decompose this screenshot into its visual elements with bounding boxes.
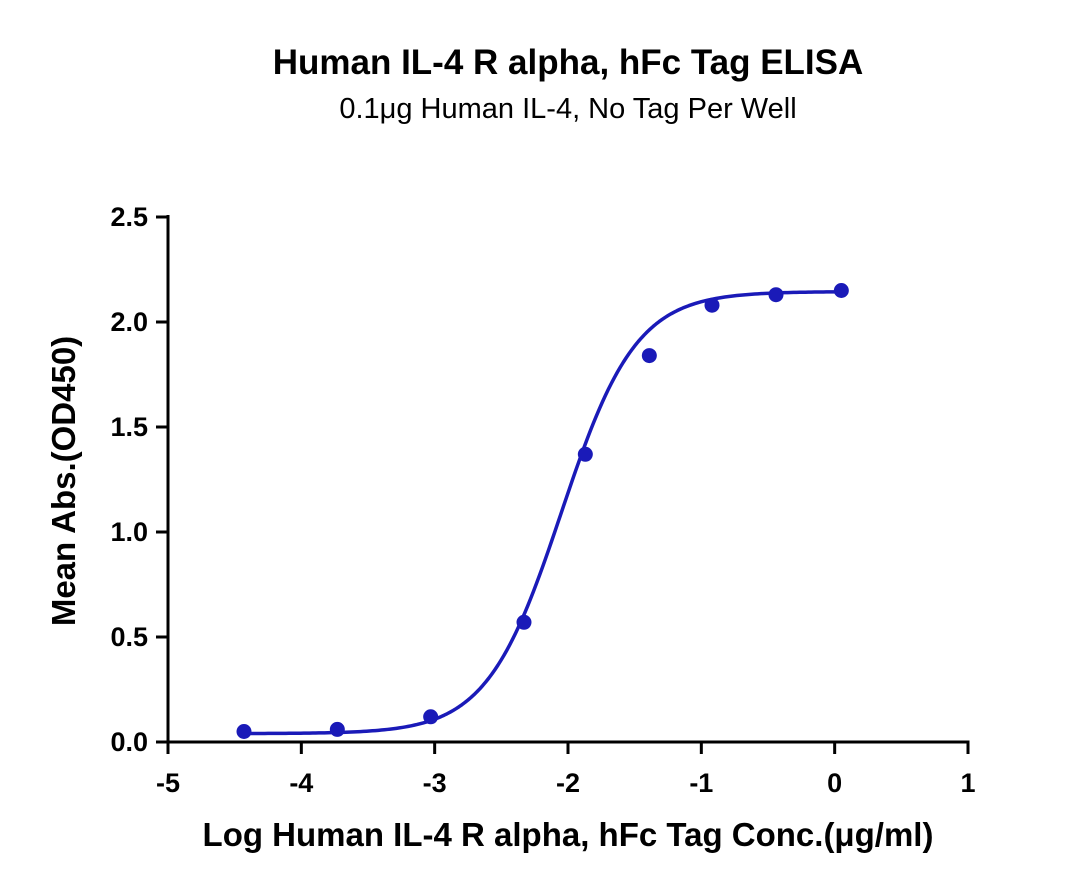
y-tick-label: 2.0 bbox=[110, 307, 148, 337]
y-tick-label: 1.0 bbox=[110, 517, 148, 547]
data-point bbox=[516, 614, 532, 630]
x-tick-label: -5 bbox=[156, 768, 180, 798]
plot-area bbox=[236, 283, 849, 739]
data-point bbox=[704, 297, 720, 313]
data-point bbox=[329, 721, 345, 737]
data-point bbox=[236, 724, 252, 739]
data-point bbox=[768, 287, 784, 303]
x-tick-label: -4 bbox=[289, 768, 313, 798]
data-point bbox=[423, 709, 439, 725]
fit-curve bbox=[243, 290, 842, 736]
x-tick-label: -2 bbox=[556, 768, 580, 798]
data-point bbox=[641, 348, 657, 364]
data-point bbox=[577, 446, 593, 462]
y-tick-label: 1.5 bbox=[110, 412, 148, 442]
x-axis-label: Log Human IL-4 R alpha, hFc Tag Conc.(μg… bbox=[203, 816, 934, 853]
chart-subtitle: 0.1μg Human IL-4, No Tag Per Well bbox=[339, 93, 796, 125]
x-axis: -5 -4 -3 -2 -1 0 1 bbox=[156, 740, 976, 798]
x-tick-label: 0 bbox=[827, 768, 842, 798]
data-point bbox=[833, 283, 849, 298]
x-tick-label: -1 bbox=[689, 768, 713, 798]
y-tick-label: 2.5 bbox=[110, 202, 148, 232]
y-axis: 0.0 0.5 1.0 1.5 2.0 2.5 bbox=[110, 202, 170, 757]
x-tick-label: -3 bbox=[423, 768, 447, 798]
x-tick-label: 1 bbox=[960, 768, 975, 798]
y-tick-label: 0.5 bbox=[110, 622, 148, 652]
chart-title: Human IL-4 R alpha, hFc Tag ELISA bbox=[273, 43, 864, 82]
y-tick-label: 0.0 bbox=[110, 727, 148, 757]
y-axis-label: Mean Abs.(OD450) bbox=[45, 336, 82, 626]
